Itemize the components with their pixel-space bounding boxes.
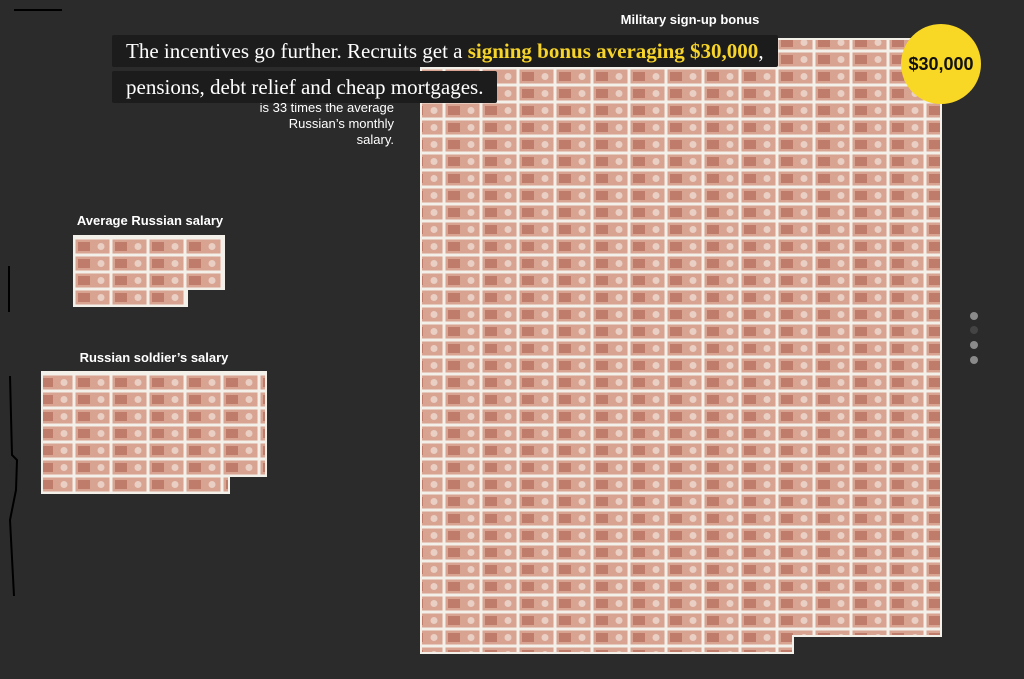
banknotes xyxy=(75,237,223,288)
story-card: The incentives go further. Recruits get … xyxy=(112,33,782,105)
banknotes xyxy=(422,635,792,652)
banknote-grids xyxy=(41,38,942,654)
banknotes xyxy=(43,475,228,492)
bonus-label: Military sign-up bonus xyxy=(620,12,760,27)
banknotes xyxy=(75,288,186,305)
story-text: The incentives go further. Recruits get … xyxy=(126,39,468,63)
banknotes xyxy=(422,40,940,635)
amount-badge: $30,000 xyxy=(901,24,981,104)
banknotes xyxy=(43,373,265,475)
story-text: , pensions, debt relief and cheap mortga… xyxy=(126,39,764,99)
progress-dot[interactable] xyxy=(970,341,978,349)
rule xyxy=(8,375,19,597)
average-salary-label: Average Russian salary xyxy=(76,213,224,228)
bonus-note: is 33 times the average Russian’s monthl… xyxy=(259,100,394,147)
story-highlight: signing bonus averaging $30,000 xyxy=(467,39,759,63)
progress-dot[interactable] xyxy=(970,312,978,320)
soldier-salary-label: Russian soldier’s salary xyxy=(79,350,229,365)
progress-dot[interactable] xyxy=(970,356,978,364)
progress-dot[interactable] xyxy=(970,326,978,334)
